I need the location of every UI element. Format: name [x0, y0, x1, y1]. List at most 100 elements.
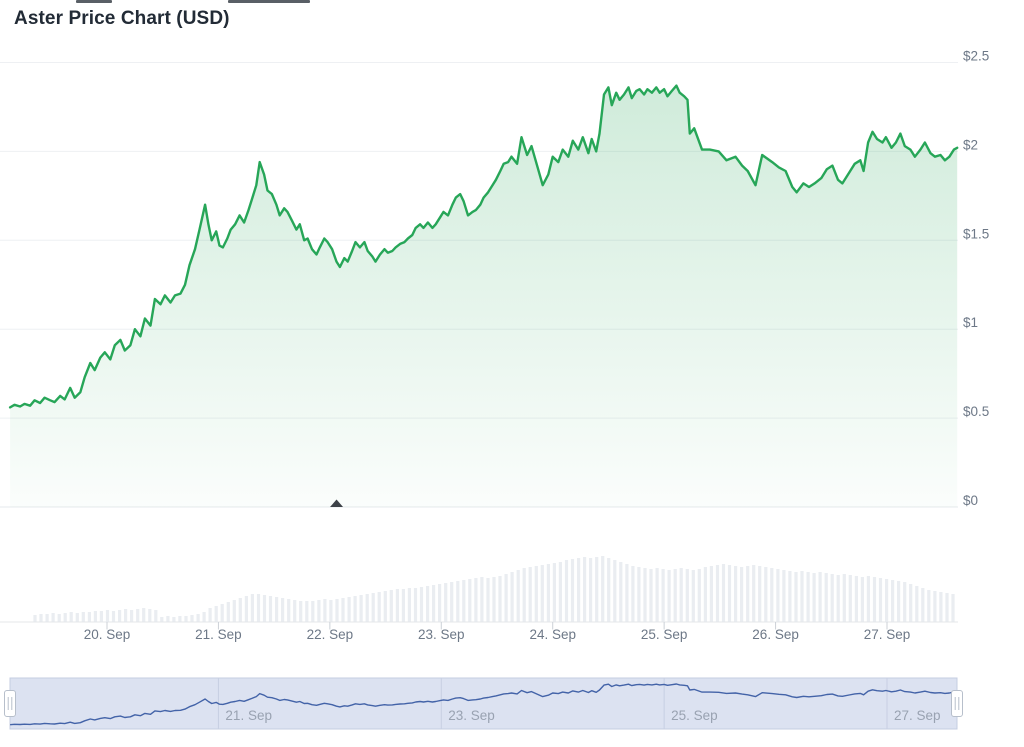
volume-bar — [830, 574, 834, 622]
volume-bar — [57, 614, 61, 622]
cropped-text-fragment — [76, 0, 112, 3]
volume-bar — [105, 610, 110, 622]
volume-bar — [202, 612, 206, 622]
volume-bar — [577, 558, 581, 622]
navigator-handle-right[interactable] — [951, 690, 963, 717]
volume-bar — [371, 593, 375, 622]
volume-bar — [359, 595, 363, 622]
volume-bar — [407, 588, 411, 622]
volume-bar — [184, 616, 188, 622]
volume-bar — [564, 560, 569, 622]
navigator-mask[interactable] — [9, 677, 958, 730]
x-axis-label: 22. Sep — [307, 627, 354, 642]
volume-bar — [516, 570, 520, 622]
navigator-handle-right[interactable] — [951, 690, 963, 717]
navigator-series-line — [10, 683, 958, 726]
volume-bar — [190, 615, 194, 622]
volume-bar — [945, 593, 949, 622]
x-axis-label: 21. Sep — [195, 627, 242, 642]
volume-bar — [939, 592, 943, 622]
volume-bar — [691, 570, 695, 622]
volume-bar — [709, 566, 713, 622]
volume-bar — [208, 608, 212, 622]
volume-bar — [39, 614, 43, 622]
volume-bar — [462, 580, 466, 622]
volume-bar — [317, 600, 321, 622]
volume-bar — [661, 569, 665, 622]
volume-bar — [697, 569, 701, 622]
volume-bar — [631, 566, 635, 622]
volume-bar — [655, 568, 659, 622]
volume-bar — [353, 596, 357, 622]
price-area-fill — [10, 85, 958, 507]
volume-bar — [552, 563, 556, 622]
volume-bar — [673, 569, 677, 622]
navigator-axis-label: 25. Sep — [671, 708, 718, 723]
volume-bar — [703, 567, 707, 622]
price-line — [8, 84, 959, 409]
volume-bar — [450, 582, 454, 622]
volume-bar — [498, 576, 502, 622]
volume-bar — [486, 578, 490, 622]
volume-bar — [75, 613, 79, 622]
chart-title: Aster Price Chart (USD) — [14, 8, 230, 29]
volume-bar — [238, 598, 242, 622]
volume-bar — [383, 591, 387, 622]
volume-bar — [444, 583, 448, 622]
volume-bar — [148, 609, 152, 622]
volume-bar — [311, 601, 315, 622]
volume-bar — [540, 565, 544, 622]
volume-bar — [534, 566, 538, 622]
navigator-handle-left[interactable] — [4, 690, 16, 717]
volume-bar — [389, 590, 393, 622]
navigator-axis-label: 27. Sep — [894, 708, 941, 723]
x-axis-label: 20. Sep — [84, 627, 131, 642]
volume-bar — [419, 587, 424, 622]
volume-bar — [474, 578, 478, 622]
volume-bar — [794, 572, 798, 622]
volume-bar — [625, 564, 629, 622]
volume-bar — [142, 608, 146, 622]
volume-bar — [365, 594, 369, 622]
volume-bar — [87, 612, 91, 622]
y-axis-label: $2 — [963, 137, 978, 152]
volume-bar — [589, 558, 593, 622]
volume-bar — [758, 566, 762, 622]
volume-bar — [727, 565, 732, 622]
volume-bar — [63, 613, 67, 622]
volume-bar — [438, 584, 442, 622]
volume-bar — [329, 600, 333, 622]
volume-bar — [293, 600, 297, 622]
volume-bar — [275, 597, 279, 622]
y-axis-labels: $2.5 $2 $1.5 $1 $0.5 $0 — [963, 49, 989, 509]
y-axis-label: $2.5 — [963, 49, 989, 64]
volume-bar — [118, 610, 122, 622]
volume-bar — [154, 610, 158, 622]
volume-bar — [93, 611, 97, 622]
volume-bars — [33, 556, 955, 622]
flag-marker-icon — [330, 499, 344, 507]
volume-bar — [522, 568, 526, 622]
volume-bar — [637, 567, 641, 622]
volume-bar — [921, 588, 925, 622]
volume-bar — [897, 581, 901, 622]
volume-bar — [866, 576, 870, 622]
volume-bar — [915, 586, 919, 622]
navigator-handle-left[interactable] — [4, 690, 16, 717]
volume-bar — [395, 589, 399, 622]
volume-bar — [166, 616, 170, 622]
volume-bar — [256, 594, 261, 622]
volume-bar — [679, 568, 683, 622]
volume-bar — [752, 565, 756, 622]
volume-bar — [401, 589, 405, 622]
y-axis-label: $1 — [963, 315, 978, 330]
volume-bar — [111, 611, 116, 622]
volume-bar — [178, 616, 182, 622]
volume-bar — [468, 579, 472, 622]
volume-bar — [262, 595, 267, 622]
volume-bar — [776, 569, 780, 622]
volume-bar — [812, 573, 816, 622]
volume-bar — [244, 596, 248, 622]
volume-bar — [613, 560, 617, 622]
volume-bar — [413, 588, 418, 622]
